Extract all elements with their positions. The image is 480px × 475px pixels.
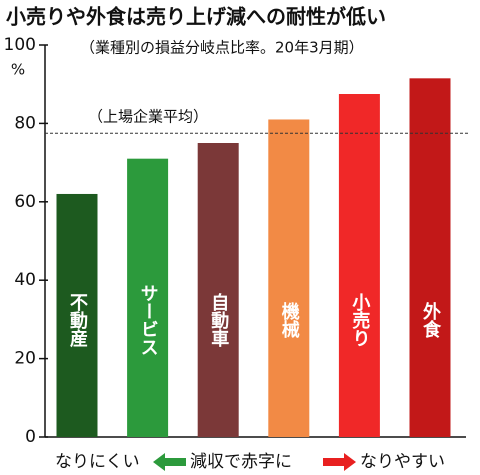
subtitle: （業種別の損益分岐点比率。20年3月期） xyxy=(80,39,364,57)
footer-left: なりにくい xyxy=(55,452,140,472)
y-tick-label: 60 xyxy=(14,192,36,212)
bar xyxy=(338,94,380,437)
bar xyxy=(56,193,98,437)
bar-label: 不動産 xyxy=(67,293,88,348)
y-tick-label: 80 xyxy=(14,113,36,133)
bar xyxy=(268,119,310,437)
reference-label: （上場企業平均） xyxy=(88,108,208,126)
footer-right: なりやすい xyxy=(360,452,445,472)
bar xyxy=(127,158,169,437)
y-tick-label: 40 xyxy=(14,270,36,290)
y-unit: % xyxy=(11,61,25,79)
bar-label: 自動車 xyxy=(208,292,229,348)
bar xyxy=(197,143,239,437)
bar-label: 機械 xyxy=(279,301,300,339)
y-tick-label: 100 xyxy=(4,35,36,55)
arrow-left xyxy=(153,453,186,471)
bar-label: サービス xyxy=(138,284,159,356)
chart-title: 小売りや外食は売り上げ減への耐性が低い xyxy=(6,5,386,29)
bar-label: 小売り xyxy=(349,293,370,347)
arrow-right xyxy=(323,453,356,471)
bar xyxy=(409,78,451,437)
y-tick-label: 0 xyxy=(25,427,36,447)
footer-middle: 減収で赤字に xyxy=(190,452,292,472)
bar-label: 外食 xyxy=(420,301,442,339)
y-tick-label: 20 xyxy=(14,349,36,369)
